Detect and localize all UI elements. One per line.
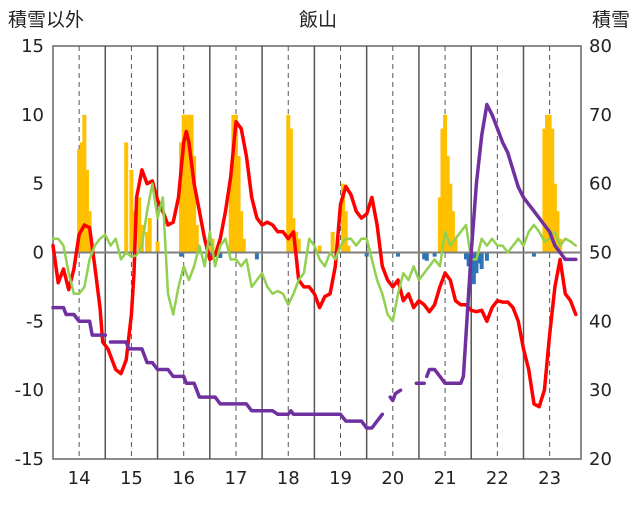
right-tick-label: 40 <box>589 311 612 332</box>
neg-bar <box>463 252 468 260</box>
snow-bar <box>82 114 87 253</box>
plot-area: -15 -10 -5 0 5 10 15 20 30 40 50 60 70 80 14 15 16 17 18 19… <box>15 36 612 489</box>
neg-bar <box>466 252 471 267</box>
snow-bar <box>445 156 450 253</box>
neg-bar <box>422 252 427 260</box>
neg-bar <box>364 252 369 257</box>
neg-bar <box>432 252 437 257</box>
right-tick-label: 50 <box>589 243 612 264</box>
snow-bar <box>129 169 134 253</box>
neg-bar <box>531 252 536 257</box>
x-tick-label: 14 <box>68 468 91 489</box>
left-tick-label: 15 <box>21 36 44 57</box>
snow-bar <box>288 128 293 253</box>
right-tick-label: 20 <box>589 449 612 470</box>
snow-bar <box>555 211 560 253</box>
x-tick-label: 23 <box>538 468 561 489</box>
snow-bar <box>542 128 547 253</box>
snow-bar <box>443 114 448 253</box>
neg-bar <box>424 252 429 261</box>
left-tick-label: -15 <box>15 449 44 470</box>
snow-bar <box>437 197 442 253</box>
snow-bar <box>450 211 455 253</box>
snow-bar <box>330 231 335 253</box>
series-purple-line <box>51 305 108 337</box>
snow-bar <box>207 245 212 253</box>
snow-bar <box>194 224 199 253</box>
snow-bar <box>552 183 557 253</box>
left-tick-label: 0 <box>33 243 44 264</box>
neg-bar <box>218 252 223 259</box>
left-tick-label: 10 <box>21 105 44 126</box>
series-purple-line <box>425 102 578 386</box>
snow-bar <box>137 197 142 253</box>
neg-bar <box>254 252 259 260</box>
right-tick-label: 30 <box>589 380 612 401</box>
snow-bar <box>186 114 191 253</box>
snow-bar <box>233 114 238 253</box>
snow-bar <box>547 114 552 253</box>
snow-bar <box>231 114 236 253</box>
series-red-line <box>51 119 578 409</box>
x-tick-label: 21 <box>434 468 457 489</box>
snow-bar <box>341 183 346 253</box>
neg-bar <box>396 252 401 257</box>
x-tick-label: 18 <box>277 468 300 489</box>
snow-bar <box>84 169 89 253</box>
neg-bar <box>471 252 476 285</box>
left-tick-label: -5 <box>26 311 44 332</box>
snow-bar <box>147 218 152 253</box>
neg-bar <box>474 252 479 274</box>
x-tick-label: 22 <box>486 468 509 489</box>
snow-bar <box>343 211 348 253</box>
snow-bar <box>192 156 197 253</box>
snow-bar <box>181 114 186 253</box>
snow-bar <box>545 114 550 253</box>
right-tick-label: 60 <box>589 174 612 195</box>
neg-bar <box>484 252 489 261</box>
chart-title: 飯山 <box>299 9 337 31</box>
series-purple-line <box>108 340 385 430</box>
series-green-line <box>51 182 578 323</box>
snow-bar <box>184 114 189 253</box>
x-tick-label: 20 <box>381 468 404 489</box>
right-tick-label: 70 <box>589 105 612 126</box>
snow-bar <box>228 183 233 253</box>
neg-bar <box>479 252 484 270</box>
snow-bar <box>317 245 322 253</box>
snow-bar <box>124 142 129 253</box>
x-tick-label: 16 <box>172 468 195 489</box>
snow-bar <box>346 245 351 253</box>
left-tick-label: 5 <box>33 174 44 195</box>
series-purple-line <box>388 388 403 403</box>
snow-bar <box>241 238 246 253</box>
snow-bar <box>440 128 445 253</box>
snow-bar <box>239 211 244 253</box>
snow-bar <box>145 231 150 253</box>
right-tick-label: 80 <box>589 36 612 57</box>
neg-bar <box>179 252 184 257</box>
left-tick-label: -10 <box>15 380 44 401</box>
left-axis-title: 積雪以外 <box>8 9 84 31</box>
snow-bar <box>79 142 84 253</box>
snow-bar <box>296 238 301 253</box>
right-axis-title: 積雪 <box>592 9 630 31</box>
snow-bar <box>550 128 555 253</box>
snow-bar <box>236 156 241 253</box>
x-tick-label: 15 <box>120 468 143 489</box>
neg-bar <box>477 252 482 264</box>
x-tick-label: 17 <box>225 468 248 489</box>
x-tick-label: 19 <box>329 468 352 489</box>
snow-bar <box>448 183 453 253</box>
snow-bar <box>453 238 458 253</box>
snow-bar <box>155 241 160 253</box>
snow-bar <box>179 142 184 253</box>
snow-bar <box>286 114 291 253</box>
snow-bar <box>189 114 194 253</box>
snow-bar <box>77 149 82 253</box>
